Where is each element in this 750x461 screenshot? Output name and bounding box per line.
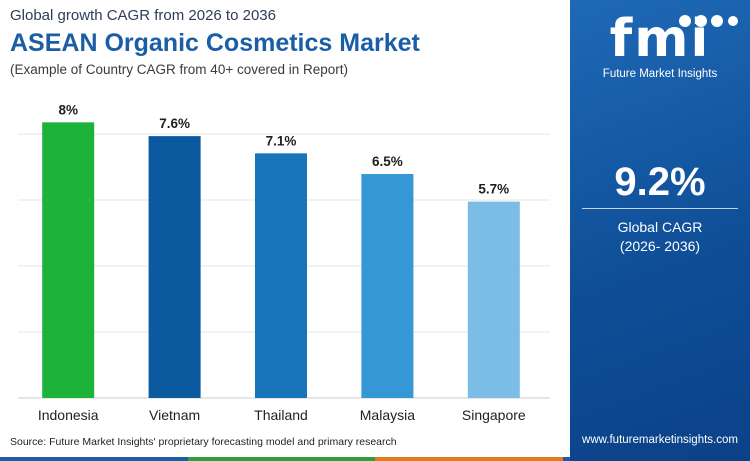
divider bbox=[582, 208, 738, 209]
chart-title: ASEAN Organic Cosmetics Market bbox=[10, 29, 420, 57]
x-tick-label: Vietnam bbox=[149, 407, 200, 423]
x-tick-label: Singapore bbox=[462, 407, 526, 423]
globe-icon bbox=[711, 15, 723, 27]
bar-indonesia bbox=[42, 122, 95, 399]
global-cagr-label: Global CAGR (2026- 2036) bbox=[570, 218, 750, 256]
globe-icon bbox=[695, 15, 707, 27]
summary-panel: fmi Future Market Insights 9.2% Global C… bbox=[570, 0, 750, 461]
bar-chart: 8% Indonesia 7.6% Vietnam 7.1% Thailand 6.5% Ma… bbox=[18, 102, 550, 423]
globe-icon bbox=[679, 15, 691, 27]
footer-segment bbox=[375, 457, 563, 461]
cagr-period-text: (2026- 2036) bbox=[619, 238, 701, 254]
x-tick-label: Thailand bbox=[254, 407, 308, 423]
x-tick-label: Indonesia bbox=[38, 407, 99, 423]
globe-icon bbox=[728, 16, 738, 26]
logo-text: Future Market Insights bbox=[602, 68, 718, 80]
globe-icons bbox=[679, 15, 738, 27]
source-note: Source: Future Market Insights' propriet… bbox=[10, 436, 397, 448]
data-label: 8% bbox=[58, 102, 78, 117]
cagr-label-text: Global CAGR bbox=[617, 219, 703, 235]
global-cagr-value: 9.2% bbox=[614, 160, 706, 204]
website-link[interactable]: www.futuremarketinsights.com bbox=[582, 434, 738, 446]
data-label: 7.1% bbox=[266, 133, 297, 148]
bar-thailand bbox=[255, 153, 307, 398]
bar-malaysia bbox=[361, 174, 414, 398]
bar-vietnam bbox=[148, 136, 201, 398]
footer-segment bbox=[187, 457, 375, 461]
bar-singapore bbox=[467, 201, 520, 398]
data-label: 7.6% bbox=[159, 116, 190, 131]
chart-header: Global growth CAGR from 2026 to 2036 ASE… bbox=[10, 6, 570, 79]
fmi-logo[interactable]: fmi Future Market Insights bbox=[570, 10, 750, 80]
data-label: 6.5% bbox=[372, 154, 403, 169]
chart-note: (Example of Country CAGR from 40+ covere… bbox=[10, 62, 349, 77]
footer-segment bbox=[0, 457, 188, 461]
logo-mark: fmi bbox=[609, 9, 711, 69]
chart-subtitle: Global growth CAGR from 2026 to 2036 bbox=[10, 7, 276, 24]
data-label: 5.7% bbox=[478, 182, 509, 197]
x-tick-label: Malaysia bbox=[360, 407, 415, 423]
